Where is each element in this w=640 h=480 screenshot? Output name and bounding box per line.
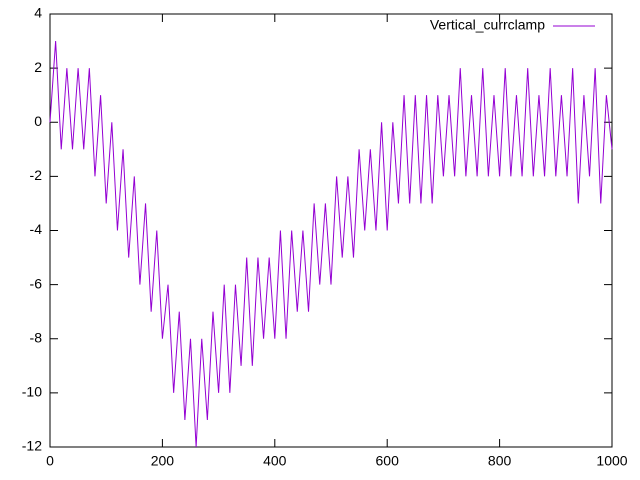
x-tick-label: 200 [151, 453, 175, 469]
series-line [49, 41, 613, 448]
y-tick-label: 2 [34, 59, 42, 75]
y-tick-label: -12 [22, 438, 42, 454]
y-tick-label: -6 [30, 275, 43, 291]
y-tick-label: -8 [30, 329, 43, 345]
y-tick-label: 0 [34, 113, 42, 129]
y-tick-label: 4 [34, 5, 42, 21]
y-tick-label: -4 [30, 221, 43, 237]
legend-label: Vertical_currclamp [430, 17, 545, 33]
x-tick-label: 0 [46, 453, 54, 469]
x-tick-label: 800 [488, 453, 512, 469]
y-tick-label: -10 [22, 384, 42, 400]
plot-border [49, 13, 613, 448]
y-tick-label: -2 [30, 167, 43, 183]
x-tick-label: 600 [376, 453, 400, 469]
x-tick-label: 400 [263, 453, 287, 469]
x-tick-label: 1000 [596, 453, 627, 469]
